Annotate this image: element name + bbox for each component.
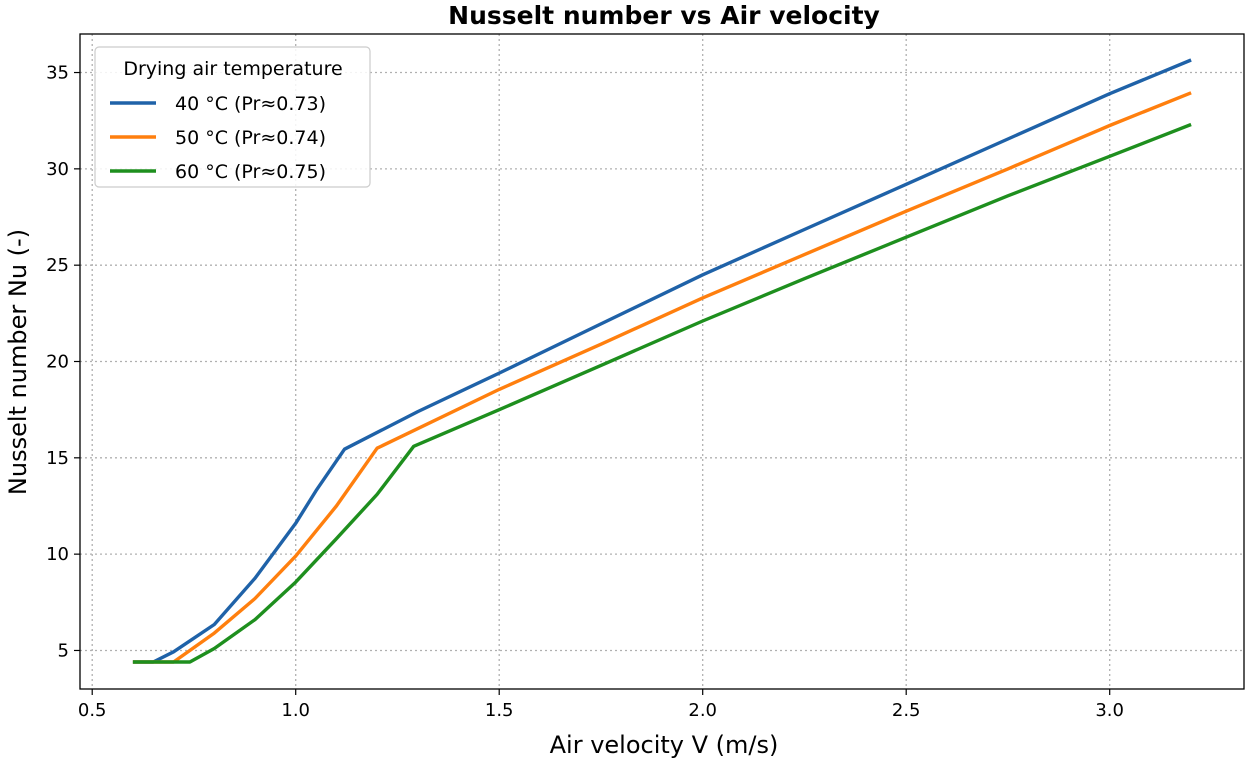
- y-tick-label: 5: [58, 640, 69, 661]
- legend-entries: 40 °C (Pr≈0.73) 50 °C (Pr≈0.74) 60 °C (Pr≈…: [110, 93, 326, 183]
- legend-label-3: 60 °C (Pr≈0.75): [175, 161, 326, 183]
- x-tick-label: 1.5: [485, 700, 514, 721]
- y-tick-label: 35: [46, 63, 69, 84]
- series-line-2: [132, 91, 1192, 664]
- x-tick-label: 2.5: [892, 700, 921, 721]
- grid: [80, 34, 1244, 689]
- x-tick-label: 2.0: [688, 700, 717, 721]
- legend-label-2: 50 °C (Pr≈0.74): [175, 127, 326, 149]
- series-lines: [132, 58, 1192, 664]
- series-line-3: [132, 122, 1192, 664]
- y-tick-label: 30: [46, 159, 69, 180]
- y-tick-label: 20: [46, 352, 69, 373]
- chart-title: Nusselt number vs Air velocity: [448, 1, 880, 30]
- legend: Drying air temperature 40 °C (Pr≈0.73) 50…: [94, 46, 371, 188]
- y-tick-label: 10: [46, 544, 69, 565]
- x-tick-label: 3.0: [1095, 700, 1124, 721]
- y-tick-label: 25: [46, 255, 69, 276]
- legend-title: Drying air temperature: [123, 58, 342, 80]
- x-tick-label: 0.5: [78, 700, 107, 721]
- legend-label-1: 40 °C (Pr≈0.73): [175, 93, 326, 115]
- y-axis-ticks: 5 10 15 20 25 30 35: [46, 63, 80, 661]
- x-axis-ticks: 0.5 1.0 1.5 2.0 2.5 3.0: [78, 689, 1124, 721]
- legend-box: [94, 46, 371, 188]
- x-axis-label: Air velocity V (m/s): [550, 731, 779, 759]
- y-axis-label: Nusselt number Nu (-): [4, 229, 32, 495]
- series-line-1: [132, 58, 1192, 664]
- x-tick-label: 1.0: [281, 700, 310, 721]
- y-tick-label: 15: [46, 448, 69, 469]
